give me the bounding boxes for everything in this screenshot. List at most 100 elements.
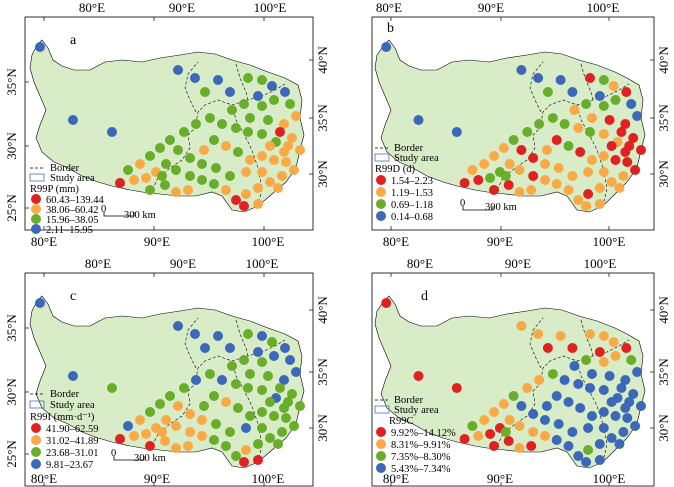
legend-swatch-orange [376,187,386,197]
station-marker [559,119,570,129]
lon-label: 80°E [376,0,402,15]
station-marker [173,321,183,331]
lat-label: 30°N [656,160,671,188]
station-marker [280,87,290,97]
station-marker [618,427,629,437]
station-marker [257,151,267,161]
station-marker [581,457,592,467]
station-marker [533,329,544,339]
lat-label: 30°N [656,414,671,442]
station-marker [608,337,619,347]
legend-study-area-label: Study area [394,405,439,416]
legend-class-label: 15.96–38.05 [46,215,99,226]
station-marker [285,99,295,109]
station-marker [241,167,251,177]
station-marker [583,445,594,455]
station-marker [598,385,609,395]
province-border [576,104,608,207]
station-marker [594,455,605,465]
station-marker [141,429,151,439]
station-marker [528,409,539,419]
station-marker [267,81,277,91]
station-marker [145,407,155,417]
legend-swatch-red [31,423,41,433]
station-marker [265,397,275,407]
lon-label: 90°E [144,234,170,249]
legend-swatch-green [376,199,386,209]
station-marker [563,141,574,151]
station-marker [243,73,253,83]
station-marker [555,75,566,85]
lon-label: 90°E [487,234,513,249]
station-marker [269,351,279,361]
station-marker [183,441,193,451]
station-marker [551,135,562,145]
province-border [231,360,263,463]
legend-class-label: 0.69–1.18 [391,200,433,211]
station-marker [200,87,210,97]
legend-swatch-green [31,214,41,224]
lon-label: 100°E [252,471,285,486]
station-marker [197,175,207,185]
station-marker [573,195,584,205]
station-marker [197,415,207,425]
station-marker [567,343,578,353]
province-border [529,317,544,369]
station-marker [594,183,605,193]
lon-label: 90°E [478,0,504,15]
station-marker [221,441,231,451]
station-marker [245,369,255,379]
station-marker [489,185,499,195]
station-marker [587,369,597,379]
station-marker [583,189,594,199]
station-marker [551,435,562,445]
station-marker [606,177,617,187]
station-marker [239,99,249,109]
station-marker [135,159,145,169]
station-marker [498,399,509,409]
station-marker [273,439,283,449]
station-marker [575,147,586,157]
station-marker [171,421,181,431]
station-marker [190,329,200,339]
lon-label: 100°E [584,256,617,271]
station-marker [265,433,275,443]
map-frame [24,272,314,487]
station-marker [287,133,297,143]
station-marker [241,423,251,433]
station-marker [451,383,462,393]
station-marker [620,119,631,129]
station-marker [485,173,496,183]
map-frame [371,16,655,231]
station-marker [129,175,139,185]
scale-label: 300 km [134,453,166,464]
station-marker [594,199,605,209]
legend-study-area-label: Study area [394,153,439,164]
station-marker [160,436,170,446]
station-marker [587,411,597,421]
station-marker [585,383,595,393]
station-marker [413,371,424,381]
station-marker [221,141,231,151]
legend-study-area-label: Study area [50,173,95,184]
station-marker [608,81,619,91]
dots [381,42,646,211]
legend: Border Study area R99I (mm·d⁻¹) 41.90–62… [29,389,99,471]
dots [35,42,305,211]
station-marker [213,75,223,85]
station-marker [567,87,578,97]
station-marker [606,433,617,443]
station-marker [632,367,643,377]
station-marker [628,389,639,399]
legend-swatch-green [376,451,386,461]
station-marker [145,441,155,451]
station-marker [583,167,594,177]
station-marker [211,163,221,173]
station-marker [213,331,223,341]
station-marker [528,153,539,163]
panel-letter: c [70,289,76,304]
legend-class-label: 9.92%–14.12% [391,428,456,439]
province-border [576,360,608,463]
station-marker [621,87,632,97]
station-marker [630,421,641,431]
